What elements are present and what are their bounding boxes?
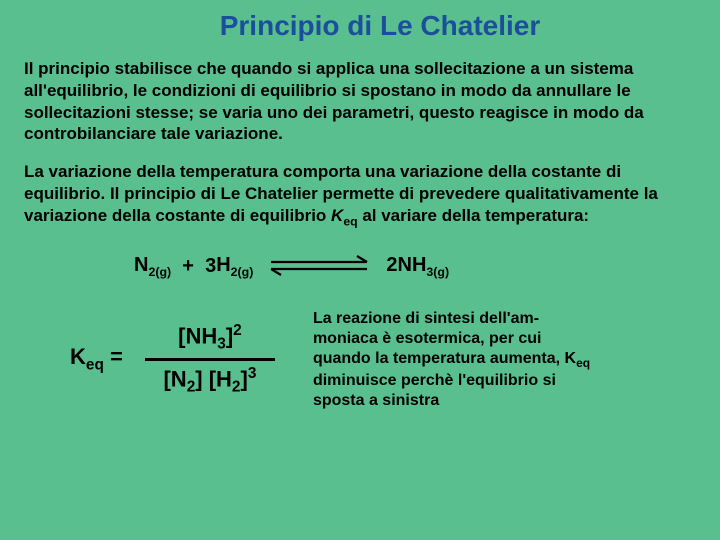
keq-expression: Keq = [NH3]2 [N2] [H2]3 bbox=[70, 318, 275, 400]
r1-sub: 2(g) bbox=[148, 265, 171, 279]
num-a: [NH bbox=[178, 324, 217, 349]
den-a-sub: 2 bbox=[187, 379, 196, 396]
r2-sub: 2(g) bbox=[231, 265, 254, 279]
bottom-row: Keq = [NH3]2 [N2] [H2]3 La reazione di s… bbox=[24, 309, 696, 411]
note-eq-sub: eq bbox=[576, 356, 590, 370]
equals-sign: = bbox=[104, 344, 129, 369]
num-sub: 3 bbox=[217, 336, 226, 353]
side-note: La reazione di sintesi dell'am-moniaca è… bbox=[313, 309, 593, 411]
keq-symbol-inline: Keq bbox=[331, 206, 358, 225]
numerator: [NH3]2 bbox=[170, 318, 250, 358]
reactant-1: N2(g) bbox=[134, 254, 171, 279]
reactant-2: H2(g) bbox=[216, 254, 253, 279]
k-letter: K bbox=[331, 206, 343, 225]
p-base: NH bbox=[398, 254, 427, 276]
p-sub: 3(g) bbox=[426, 265, 449, 279]
k-big: K bbox=[70, 344, 86, 369]
p-coeff: 2 bbox=[386, 254, 397, 276]
keq-lhs: Keq = bbox=[70, 344, 129, 374]
denominator: [N2] [H2]3 bbox=[155, 361, 264, 401]
fraction: [NH3]2 [N2] [H2]3 bbox=[145, 318, 275, 400]
den-b: ] [H bbox=[195, 366, 232, 391]
r2-base: H bbox=[216, 254, 230, 276]
note-a: La reazione di sintesi dell'am-moniaca è… bbox=[313, 310, 576, 367]
den-sup: 3 bbox=[248, 365, 257, 382]
den-c: ] bbox=[240, 366, 247, 391]
den-a: [N bbox=[163, 366, 186, 391]
num-sup: 2 bbox=[233, 322, 242, 339]
paragraph-1: Il principio stabilisce che quando si ap… bbox=[24, 58, 696, 145]
eq-big-sub: eq bbox=[86, 357, 104, 374]
equilibrium-arrow-icon bbox=[267, 259, 372, 273]
eq-sub: eq bbox=[343, 214, 357, 228]
reaction-equation: N2(g) + 3 H2(g) 2NH3(g) bbox=[134, 254, 696, 279]
plus-sign: + 3 bbox=[171, 255, 216, 278]
page-title: Principio di Le Chatelier bbox=[64, 10, 696, 42]
product: 2NH3(g) bbox=[386, 254, 449, 279]
para2-text-b: al variare della temperatura: bbox=[358, 206, 590, 225]
r1-base: N bbox=[134, 254, 148, 276]
note-b: diminuisce perchè l'equilibrio si sposta… bbox=[313, 372, 556, 409]
paragraph-2: La variazione della temperatura comporta… bbox=[24, 161, 696, 230]
